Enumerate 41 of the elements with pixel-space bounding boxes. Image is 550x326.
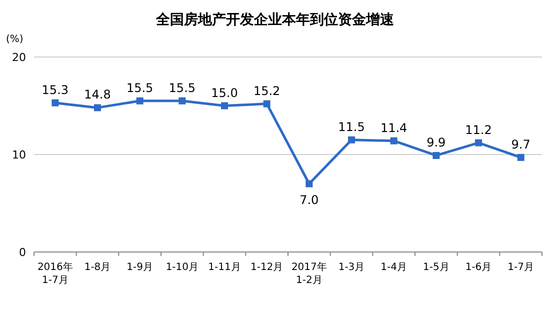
point [475, 139, 482, 146]
x-tick-label: 2017年 1-2月 [291, 261, 327, 286]
point [517, 154, 524, 161]
data-label: 9.7 [511, 137, 530, 152]
data-label: 9.9 [426, 135, 446, 150]
data-label: 15.2 [253, 84, 280, 98]
data-label: 14.8 [84, 88, 111, 102]
x-tick-label: 1-7月 [508, 262, 534, 273]
x-tick-label: 1-6月 [465, 262, 492, 273]
x-tick-label: 1-11月 [208, 262, 241, 273]
x-tick-label: 1-4月 [380, 262, 408, 273]
data-label: 11.4 [380, 120, 408, 135]
data-label: 15.3 [42, 82, 69, 97]
data-label: 15.5 [168, 80, 196, 95]
x-tick-label: 2016年 1-7月 [37, 261, 73, 286]
point [178, 97, 186, 104]
x-tick-label: 1-8月 [84, 262, 111, 273]
data-label: 11.5 [338, 120, 365, 134]
data-label: 7.0 [300, 192, 319, 207]
data-label: 15.5 [126, 80, 154, 95]
y-tick-label: 10 [12, 148, 26, 162]
x-tick-label: 1-10月 [166, 262, 199, 273]
chart-title: 全国房地产开发企业本年到位资金增速 [155, 11, 395, 28]
point [432, 152, 440, 159]
point [221, 102, 228, 110]
x-tick-label: 1-12月 [250, 262, 284, 273]
x-tick-label: 1-3月 [338, 262, 365, 273]
point [306, 180, 313, 188]
point [94, 104, 101, 112]
y-tick-label: 0 [19, 246, 26, 259]
point [390, 137, 398, 144]
data-label: 11.2 [465, 122, 492, 137]
x-tick-label: 1-5月 [422, 262, 450, 273]
point [348, 136, 355, 144]
point [263, 100, 270, 108]
y-axis-title: (%) [6, 34, 24, 45]
data-label: 15.0 [211, 86, 238, 100]
point [136, 97, 144, 104]
point [52, 99, 59, 106]
y-tick-label: 20 [12, 51, 26, 64]
x-tick-label: 1-9月 [126, 262, 154, 273]
